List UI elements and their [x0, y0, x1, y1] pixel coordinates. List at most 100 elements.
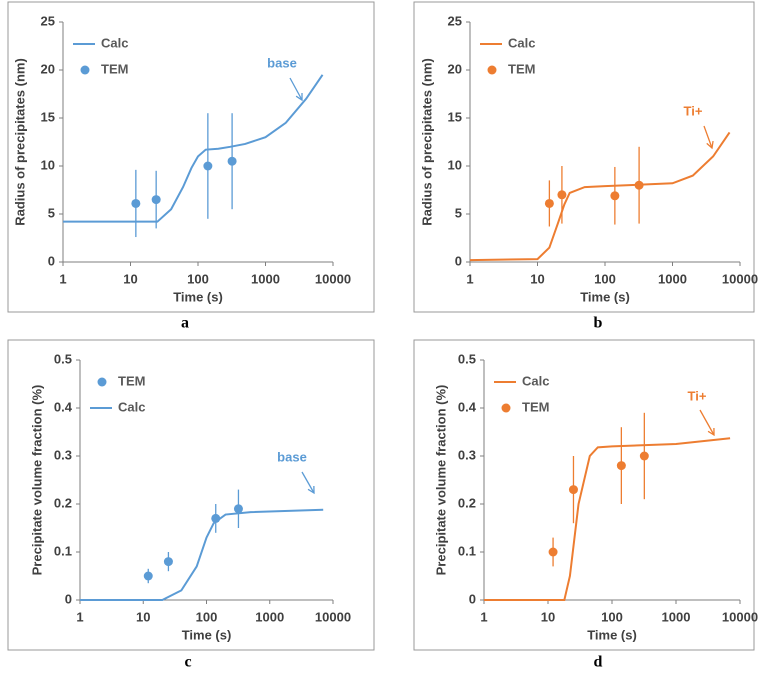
x-tick-label: 100 [601, 609, 623, 624]
annotation-arrow-head [307, 485, 315, 495]
x-tick-label: 10000 [315, 609, 351, 624]
x-axis-label: Time (s) [580, 289, 630, 304]
x-tick-label: 1 [480, 609, 487, 624]
y-tick-label: 0.3 [54, 447, 72, 462]
y-tick-label: 0 [65, 591, 72, 606]
tem-point [544, 198, 554, 208]
annotation-arrow-head [295, 92, 303, 102]
calc-line [63, 74, 324, 223]
panel-label: c [184, 654, 191, 671]
annotation-arrow-head [707, 427, 715, 437]
panel-label: d [594, 654, 603, 671]
x-tick-label: 1 [466, 271, 473, 286]
legend-label: TEM [508, 61, 535, 76]
tem-point [227, 156, 237, 166]
tem-point [616, 461, 626, 471]
panel-frame [413, 339, 755, 651]
x-axis-label: Time (s) [173, 289, 223, 304]
y-tick-label: 0 [48, 253, 55, 268]
annotation-arrow [699, 409, 715, 436]
panel-label: a [181, 315, 189, 332]
y-axis-label: Precipitate volume fraction (%) [433, 385, 448, 576]
x-tick-label: 1000 [662, 609, 691, 624]
legend-swatch [501, 403, 511, 413]
annotation: base [277, 449, 307, 464]
legend-label: Calc [522, 373, 549, 388]
y-tick-label: 10 [448, 157, 462, 172]
calc-line [80, 508, 324, 601]
x-tick-label: 10 [530, 271, 544, 286]
y-tick-label: 15 [41, 109, 55, 124]
x-tick-label: 10000 [722, 271, 758, 286]
legend-label: TEM [522, 399, 549, 414]
y-tick-label: 0 [455, 253, 462, 268]
x-tick-label: 1 [59, 271, 66, 286]
x-axis-label: Time (s) [182, 627, 232, 642]
annotation: Ti+ [684, 103, 703, 118]
x-tick-label: 10000 [315, 271, 351, 286]
annotation-arrow-head [706, 140, 714, 150]
y-axis-label: Radius of precipitates (nm) [419, 58, 434, 226]
x-tick-label: 1000 [255, 609, 284, 624]
legend-swatch [80, 65, 90, 75]
x-tick-label: 100 [594, 271, 616, 286]
legend-label: TEM [118, 373, 145, 388]
x-tick-label: 10000 [722, 609, 758, 624]
tem-point [131, 198, 141, 208]
annotation: base [267, 55, 297, 70]
x-tick-label: 10 [123, 271, 137, 286]
y-tick-label: 0.1 [458, 543, 476, 558]
panel-label: b [594, 315, 603, 332]
legend-swatch [97, 377, 107, 387]
tem-point [151, 195, 161, 205]
tem-point [634, 180, 644, 190]
legend-label: Calc [508, 35, 535, 50]
y-tick-label: 25 [41, 13, 55, 28]
tem-point [233, 504, 243, 514]
y-tick-label: 15 [448, 109, 462, 124]
panel-frame [7, 339, 375, 651]
tem-point [610, 191, 620, 201]
x-tick-label: 1000 [251, 271, 280, 286]
y-axis-label: Radius of precipitates (nm) [12, 58, 27, 226]
tem-point [143, 571, 153, 581]
y-tick-label: 0.2 [54, 495, 72, 510]
y-tick-label: 0.5 [458, 351, 476, 366]
y-tick-label: 25 [448, 13, 462, 28]
x-axis-label: Time (s) [587, 627, 637, 642]
y-tick-label: 0.5 [54, 351, 72, 366]
x-tick-label: 10 [136, 609, 150, 624]
y-tick-label: 5 [455, 205, 462, 220]
y-tick-label: 20 [41, 61, 55, 76]
x-tick-label: 10 [541, 609, 555, 624]
annotation-arrow [301, 471, 315, 494]
tem-point [163, 557, 173, 567]
x-tick-label: 100 [196, 609, 218, 624]
panel-frame [413, 1, 755, 313]
y-tick-label: 5 [48, 205, 55, 220]
tem-point [548, 547, 558, 557]
annotation: Ti+ [688, 388, 707, 403]
x-tick-label: 1 [76, 609, 83, 624]
tem-point [639, 451, 649, 461]
calc-line [469, 131, 731, 262]
y-tick-label: 10 [41, 157, 55, 172]
y-tick-label: 0 [469, 591, 476, 606]
calc-line [484, 437, 731, 601]
annotation-arrow [289, 77, 303, 101]
x-tick-label: 1000 [658, 271, 687, 286]
y-axis-label: Precipitate volume fraction (%) [29, 385, 44, 576]
tem-point [557, 190, 567, 200]
legend-label: Calc [101, 35, 128, 50]
tem-point [203, 161, 213, 171]
y-tick-label: 0.1 [54, 543, 72, 558]
x-tick-label: 100 [187, 271, 209, 286]
y-tick-label: 0.2 [458, 495, 476, 510]
legend-label: Calc [118, 399, 145, 414]
annotation-arrow [703, 125, 713, 149]
y-tick-label: 0.4 [54, 399, 73, 414]
y-tick-label: 0.3 [458, 447, 476, 462]
legend-swatch [487, 65, 497, 75]
legend-label: TEM [101, 61, 128, 76]
